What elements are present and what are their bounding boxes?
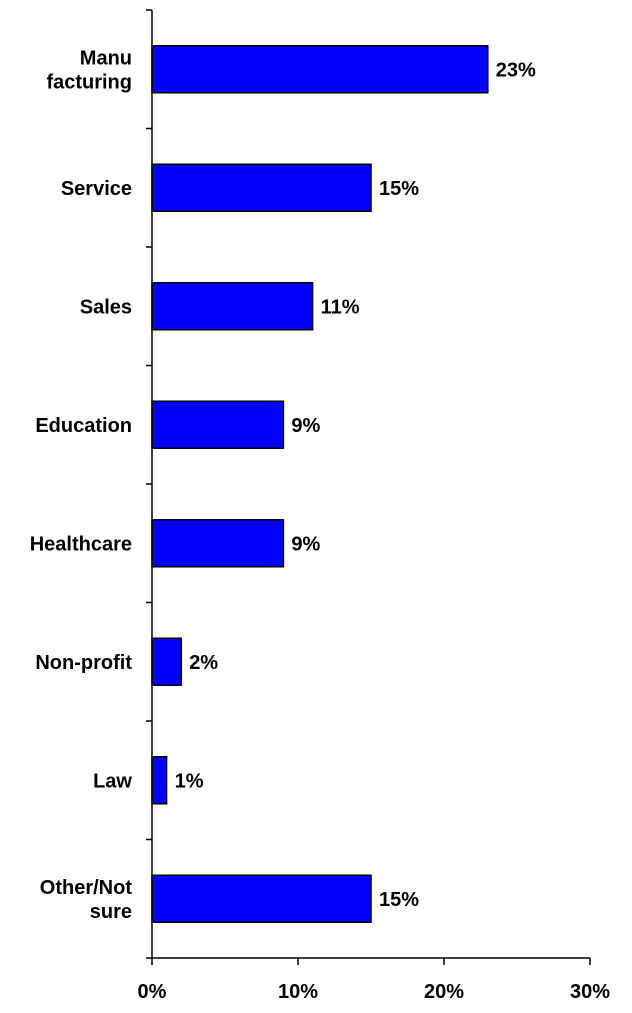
bar-service [151, 163, 372, 212]
category-label-other-not-sure-line-1: Other/Not [40, 877, 133, 899]
data-label-education: 9% [291, 415, 320, 437]
data-label-non-profit: 2% [189, 652, 218, 674]
data-label-other-not-sure: 15% [379, 889, 419, 911]
category-label-law: Law [93, 770, 132, 792]
category-label-education: Education [35, 415, 132, 437]
x-tick-label-0: 0% [138, 981, 167, 1003]
category-label-other-not-sure-line-2: sure [90, 901, 132, 923]
data-label-law: 1% [175, 770, 204, 792]
x-tick-label-20: 20% [424, 981, 464, 1003]
data-label-healthcare: 9% [291, 533, 320, 555]
data-label-service: 15% [379, 178, 419, 200]
category-label-sales: Sales [80, 296, 132, 318]
bar-healthcare [151, 519, 285, 568]
data-label-sales: 11% [321, 296, 360, 318]
bars-layer [151, 45, 489, 923]
data-label-manu-facturing: 23% [496, 59, 536, 81]
bar-sales [151, 282, 314, 331]
bar-other-not-sure [151, 874, 372, 923]
axes-layer [146, 9, 591, 965]
category-label-manu-facturing-line-1: Manu [80, 47, 132, 69]
bar-education [151, 400, 285, 449]
x-tick-label-10: 10% [278, 981, 318, 1003]
category-label-non-profit: Non-profit [35, 652, 132, 674]
category-label-service: Service [61, 178, 132, 200]
x-tick-label-30: 30% [570, 981, 610, 1003]
bar-law [151, 756, 168, 805]
bar-non-profit [151, 637, 182, 686]
category-label-manu-facturing-line-2: facturing [46, 71, 132, 93]
bar-manu-facturing [151, 45, 489, 94]
category-label-healthcare: Healthcare [30, 533, 132, 555]
